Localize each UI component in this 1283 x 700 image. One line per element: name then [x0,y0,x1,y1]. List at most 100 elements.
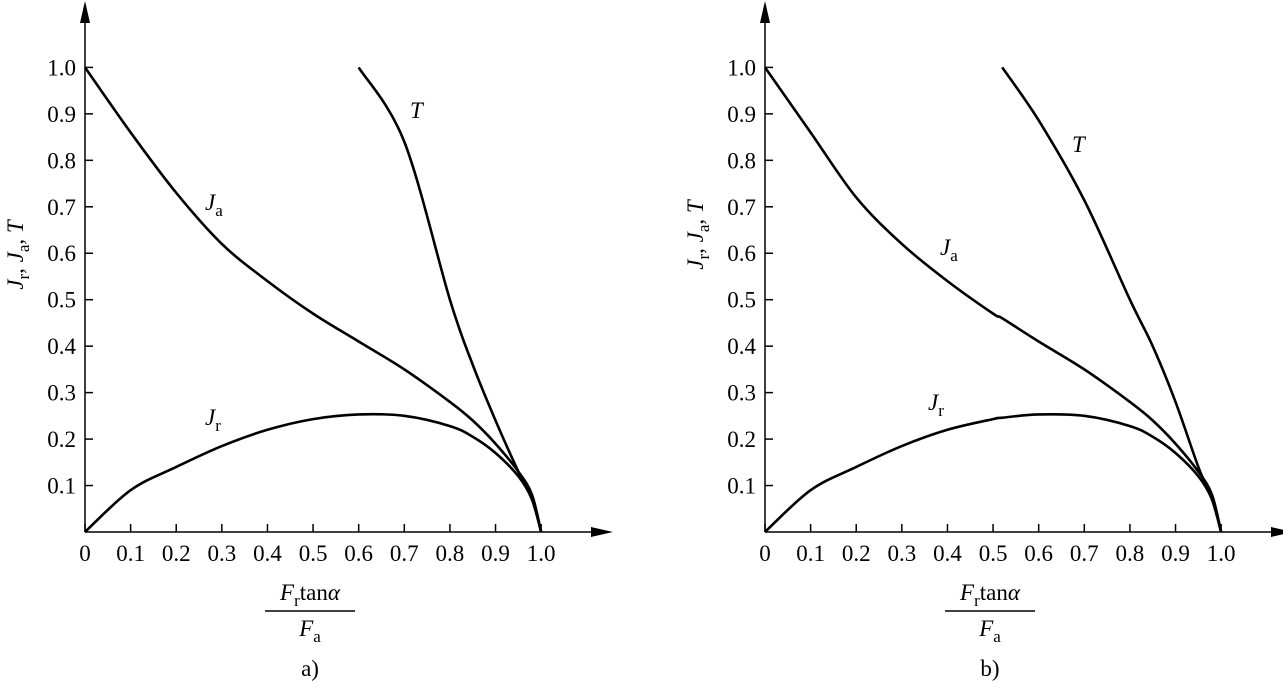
x-tick-label: 0.9 [481,541,510,566]
y-axis-label: Jr, Ja, T [683,198,713,270]
label-part: J [3,278,28,290]
y-tick-label: 0.4 [47,334,76,359]
x-tick-label: 1.0 [527,541,556,566]
label-part: , [3,233,28,245]
y-tick-label: 0.1 [727,474,756,499]
y-axis-arrow [80,1,90,23]
x-tick-label: 0.5 [979,541,1008,566]
label-part: T [683,198,708,213]
label-part: F [978,616,994,641]
curve-label-symbol: T [1072,132,1087,157]
x-tick-label: 0.9 [1161,541,1190,566]
curve-label-symbol: J [205,190,217,215]
y-tick-label: 0.4 [727,334,756,359]
x-tick-label: 0.6 [344,541,373,566]
x-tick-label: 0.2 [162,541,191,566]
label-subscript: r [974,591,980,610]
label-part: F [279,580,295,605]
label-part: J [3,250,28,262]
x-tick-label: 0.3 [887,541,916,566]
label-part: J [683,230,708,242]
label-subscript: r [14,274,33,280]
caption: a) [301,656,319,681]
y-tick-label: 0.3 [47,381,76,406]
label-part: tan [300,580,329,605]
x-tick-label: 0.7 [1070,541,1099,566]
curve-label-subscript: r [938,401,944,420]
x-tick-label: 0.1 [796,541,825,566]
x-tick-label: 0.7 [390,541,419,566]
curve [764,412,1223,533]
x-axis-label-numerator: Frtanα [279,580,341,610]
x-tick-label: 1.0 [1207,541,1236,566]
curve-label: Ja [205,190,223,220]
x-tick-label: 0.2 [842,541,871,566]
x-tick-label: 0 [79,541,91,566]
x-tick-label: 0 [759,541,771,566]
y-tick-label: 0.1 [47,474,76,499]
y-axis-arrow [760,1,770,23]
label-subscript: r [294,591,300,610]
caption: b) [980,656,999,681]
label-subscript: a [313,627,321,646]
x-axis-arrow [591,527,613,537]
y-tick-label: 0.3 [727,381,756,406]
y-tick-label: 0.6 [727,241,756,266]
x-tick-label: 0.8 [1116,541,1145,566]
y-tick-label: 0.5 [727,288,756,313]
label-part: , [683,213,708,225]
curve-label: T [1072,132,1087,157]
label-part: α [1008,580,1021,605]
x-tick-label: 0.6 [1024,541,1053,566]
label-subscript: a [14,244,33,252]
x-axis-label-numerator: Frtanα [959,580,1021,610]
y-tick-label: 0.8 [47,148,76,173]
x-tick-label: 0.4 [253,541,282,566]
y-tick-label: 0.2 [47,427,76,452]
y-tick-label: 1.0 [727,55,756,80]
y-tick-label: 0.2 [727,427,756,452]
label-part: F [959,580,975,605]
label-subscript: a [993,627,1001,646]
curve [357,66,543,533]
label-part: tan [980,580,1009,605]
y-axis-label: Jr, Ja, T [3,218,33,290]
curve-label-symbol: T [410,98,425,123]
y-tick-label: 0.6 [47,241,76,266]
curve-label-subscript: a [950,246,958,265]
curve-label-subscript: r [215,416,221,435]
curve-label-symbol: J [940,235,952,260]
x-tick-label: 0.5 [299,541,328,566]
curve-label: T [410,98,425,123]
y-tick-label: 0.5 [47,288,76,313]
curve-label: Jr [205,405,221,435]
label-part: α [328,580,341,605]
label-subscript: r [694,254,713,260]
label-part: , [683,242,708,254]
y-tick-label: 0.9 [47,102,76,127]
x-axis-label-denominator: Fa [978,616,1001,646]
curve [83,66,543,533]
label-part: , [3,262,28,274]
y-tick-label: 0.7 [47,195,76,220]
curve-label: Ja [940,235,958,265]
x-axis-label-denominator: Fa [298,616,321,646]
x-tick-label: 0.4 [933,541,962,566]
curve-label: Jr [928,390,944,420]
x-axis-arrow [1271,527,1283,537]
x-tick-label: 0.3 [207,541,236,566]
curve [763,66,1223,533]
label-part: T [3,218,28,233]
label-part: J [683,258,708,270]
x-tick-label: 0.1 [116,541,145,566]
curve-label-symbol: J [928,390,940,415]
curve-label-symbol: J [205,405,217,430]
y-tick-label: 0.7 [727,195,756,220]
x-tick-label: 0.8 [436,541,465,566]
curve [84,412,543,533]
y-tick-label: 1.0 [47,55,76,80]
curve [1001,66,1223,533]
y-tick-label: 0.8 [727,148,756,173]
